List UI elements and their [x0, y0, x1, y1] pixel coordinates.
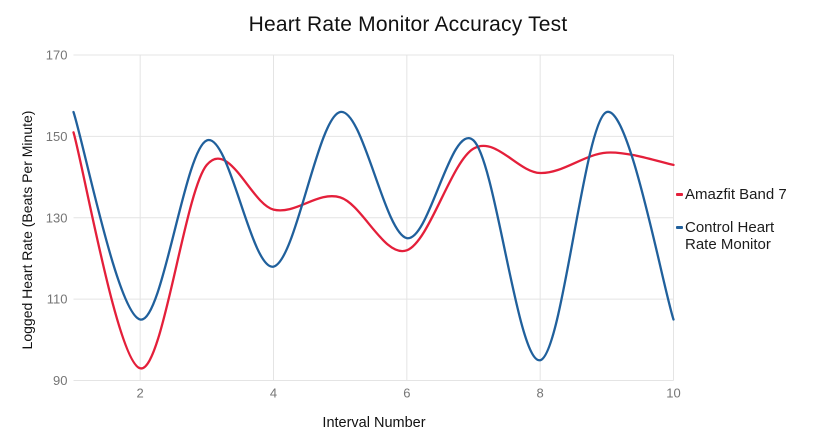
series-line-control-heart-rate-monitor — [72, 110, 675, 362]
x-tick-label: 8 — [537, 386, 544, 401]
x-tick-label: 10 — [666, 386, 680, 401]
y-tick-label: 130 — [46, 210, 68, 225]
legend-item-control-monitor: Control Heart Rate Monitor — [676, 219, 802, 253]
chart-title: Heart Rate Monitor Accuracy Test — [248, 13, 568, 36]
x-axis-title: Interval Number — [322, 415, 426, 431]
y-tick-label: 150 — [46, 129, 68, 144]
legend: Amazfit Band 7 Control Heart Rate Monito… — [676, 186, 802, 269]
x-tick-label: 2 — [137, 386, 144, 401]
x-tick-label: 4 — [270, 386, 277, 401]
y-tick-label: 90 — [53, 373, 67, 388]
y-tick-label: 170 — [46, 48, 68, 63]
y-tick-label: 110 — [47, 292, 68, 307]
legend-label: Control Heart Rate Monitor — [685, 219, 775, 253]
series-line-amazfit-band-7 — [72, 131, 675, 370]
series-dash-icon — [676, 226, 683, 229]
series-dash-icon — [676, 193, 683, 196]
x-tick-label: 6 — [403, 386, 410, 401]
legend-label: Amazfit Band 7 — [685, 186, 787, 203]
legend-item-amazfit-band-7: Amazfit Band 7 — [676, 186, 802, 203]
